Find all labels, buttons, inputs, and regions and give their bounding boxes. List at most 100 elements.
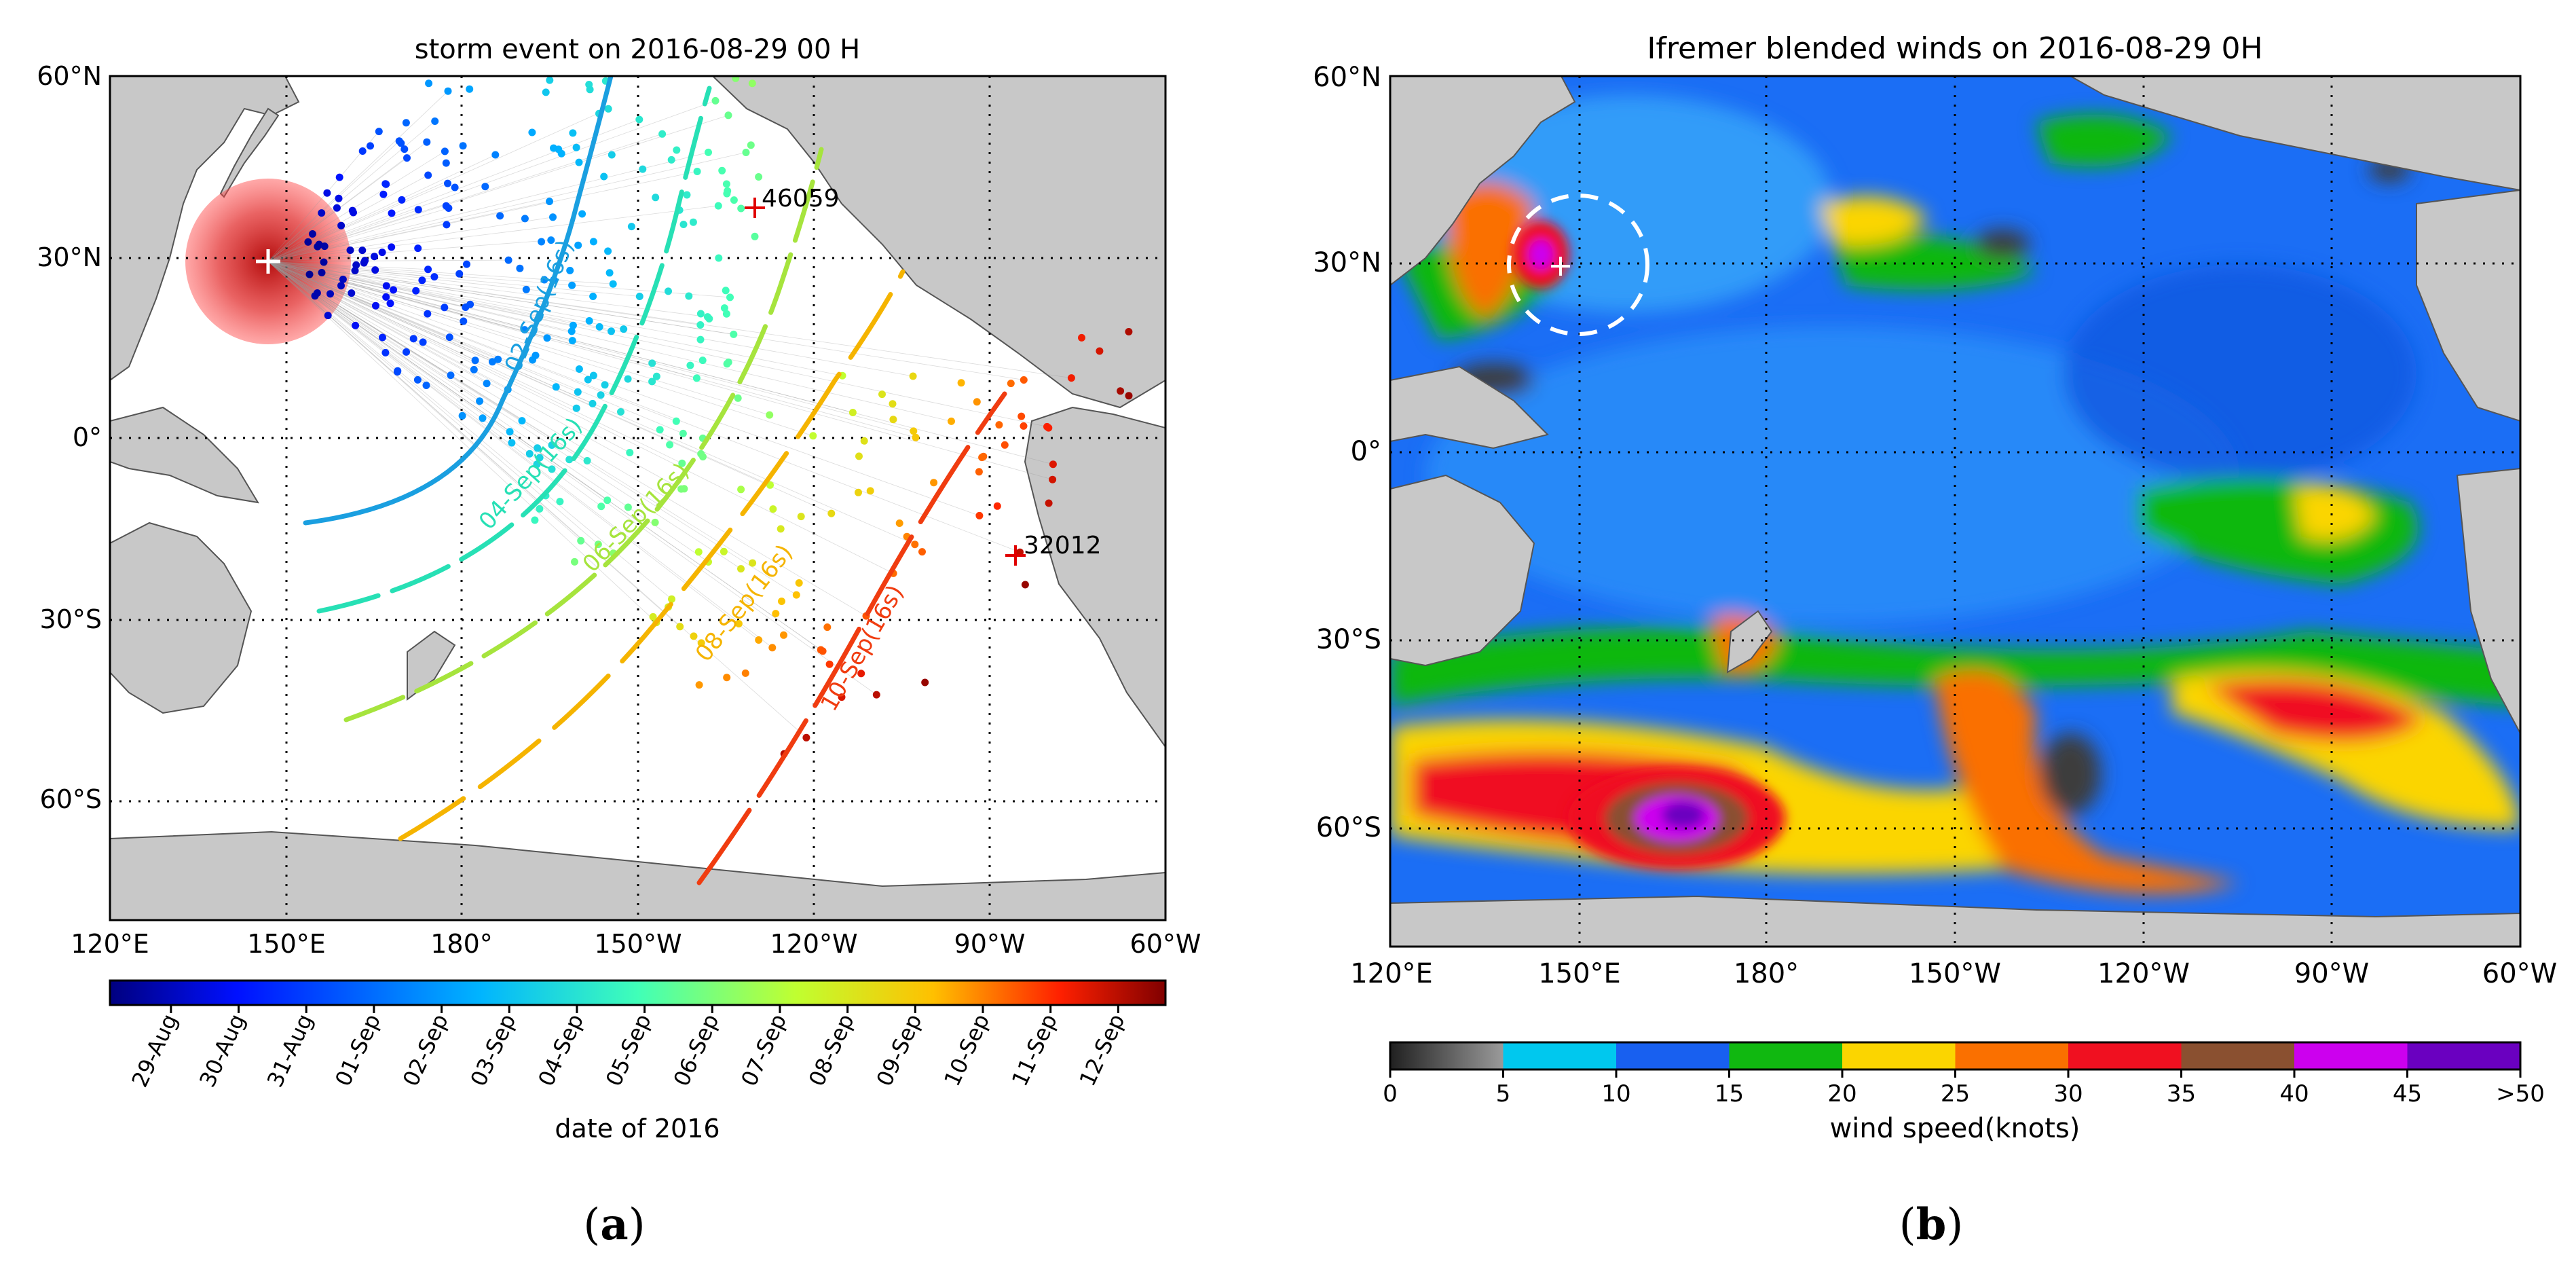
buoy-point [466,300,474,308]
station-32012[interactable]: 32012 [1005,532,1102,566]
buoy-point [531,516,539,524]
buoy-point [600,172,608,181]
buoy-point [572,143,580,151]
buoy-point [528,128,536,136]
buoy-point [546,76,554,84]
swell-ray [267,115,729,262]
buoy-point [585,317,593,325]
buoy-point [737,565,745,573]
lon-label-150e: 150°E [247,929,326,959]
station-46059[interactable]: 46059 [745,185,840,218]
lat-label-0: 0° [73,422,102,452]
lat-label-30s-b: 30°S [1316,624,1381,655]
buoy-point [838,693,846,701]
wind-bin-segment [2068,1042,2182,1069]
swell-ray [267,261,797,596]
buoy-point [827,509,836,517]
south-america-land [1024,406,1165,748]
swell-ray [267,261,952,422]
buoy-point [552,383,560,391]
buoy-point [574,388,582,396]
buoy-point [529,356,537,364]
buoy-point [536,454,544,462]
buoy-point [730,196,738,204]
panel-b-title: Ifremer blended winds on 2016-08-29 0H [1647,31,2262,66]
buoy-point [658,130,667,138]
swell-ray [267,261,466,308]
swell-ray [267,261,640,297]
buoy-points [304,76,1133,758]
wind-tick-label: 0 [1383,1080,1398,1108]
wind-bin-segment [1955,1042,2069,1069]
buoy-point [685,292,693,300]
buoy-point [418,276,426,285]
swell-ray [267,261,391,304]
lat-label-60n: 60°N [37,61,102,91]
swell-ray [267,141,428,262]
buoy-point [521,215,529,223]
swell-ray [267,261,657,623]
buoy-point [672,417,680,425]
swell-ray [267,261,1053,480]
maritime-continent-land-b [1390,365,1549,450]
buoy-point [430,273,438,281]
buoy-point [911,541,919,549]
swell-ray [267,217,553,262]
buoy-point [1020,376,1028,384]
panel-b-colorbar: 0 5 10 15 20 25 30 35 40 45 >50 wind speed(knots) [1383,1041,2545,1144]
buoy-point [400,145,409,153]
central-america-land-b [2416,189,2520,422]
buoy-point [627,223,635,231]
swell-ray [267,261,832,514]
buoy-point [589,293,597,300]
new-zealand-land [407,630,456,701]
buoy-point [378,249,386,257]
date-colorbar-label: date of 2016 [555,1114,720,1144]
buoy-point [352,321,360,329]
buoy-point [1045,424,1053,432]
asia-land-b [1390,76,1576,287]
date-tick-label: 06-Sep [669,1010,724,1090]
buoy-point [855,452,863,460]
buoy-point [601,381,609,389]
land-masses-b [1390,76,2520,947]
date-tick-label: 30-Aug [194,1010,250,1091]
buoy-point [542,88,550,96]
date-tick-label: 05-Sep [601,1010,656,1090]
swell-ray [267,261,709,562]
swell-ray [267,207,337,262]
wind-tick-label: 40 [2279,1080,2309,1108]
buoy-point [595,323,603,331]
buoy-point [547,236,555,244]
buoy-point [683,191,691,199]
buoy-point [496,212,504,220]
swell-ray [267,261,487,384]
buoy-point [305,270,314,278]
buoy-point [1021,581,1029,589]
buoy-point [930,479,938,487]
buoy-point [414,244,422,253]
lat-label-30n: 30°N [37,242,102,272]
swell-ray [267,261,843,376]
swell-ray [267,261,376,306]
wind-tick-label: 45 [2393,1080,2422,1108]
buoy-point [358,246,367,255]
swell-ray [267,261,480,401]
swell-ray [267,261,331,295]
buoy-point [597,502,605,511]
buoy-point [689,218,697,226]
buoy-point [649,612,657,621]
lon-label-90w: 90°W [954,929,1026,959]
buoy-point [609,280,617,288]
buoy-point [574,241,582,249]
buoy-point [694,548,703,556]
swell-ray [267,261,498,360]
swell-ray [267,261,608,501]
buoy-point [506,428,514,436]
buoy-point [568,281,576,289]
panel-a-title: storm event on 2016-08-29 00 H [415,34,860,65]
date-tick-label: 01-Sep [330,1010,386,1090]
buoy-point [455,270,464,278]
buoy-point [777,525,785,533]
